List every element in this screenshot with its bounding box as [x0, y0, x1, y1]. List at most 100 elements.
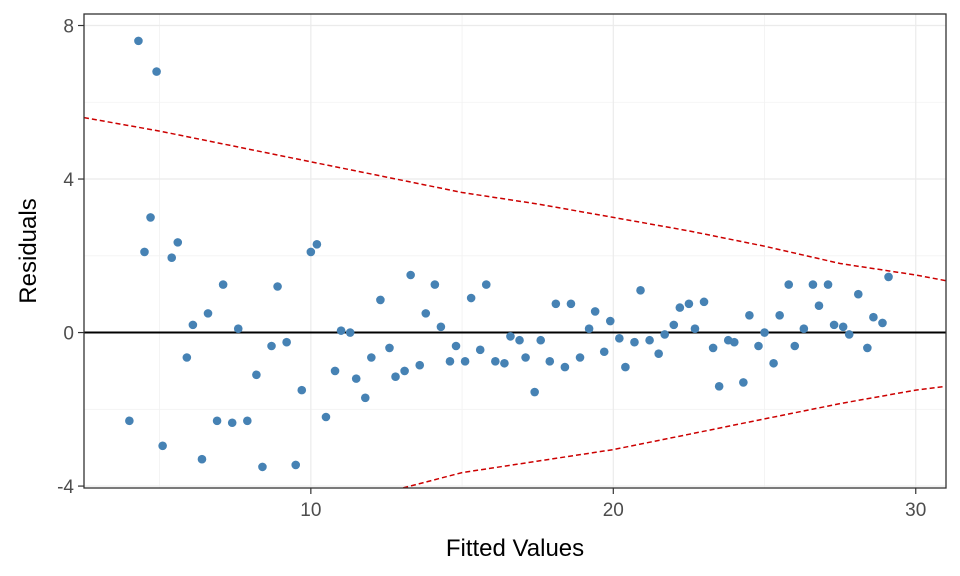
data-point: [654, 349, 663, 358]
lower-band-line: [399, 385, 946, 488]
data-point: [297, 385, 307, 395]
data-point: [814, 301, 824, 310]
data-point: [466, 293, 476, 303]
data-point: [708, 343, 718, 353]
data-point: [167, 253, 177, 263]
y-axis: -4 0 4 8: [57, 17, 84, 498]
data-point: [212, 416, 222, 426]
x-tick-label: 30: [905, 500, 926, 521]
data-point: [690, 324, 700, 334]
data-point: [615, 334, 624, 343]
data-point: [506, 332, 515, 341]
data-point: [838, 322, 848, 332]
data-point: [421, 309, 431, 318]
data-point: [430, 280, 440, 289]
data-point: [140, 247, 149, 257]
data-point: [621, 362, 630, 372]
data-point: [415, 360, 425, 370]
data-point: [645, 335, 654, 345]
data-point: [729, 337, 739, 347]
data-point: [233, 324, 243, 334]
data-point: [575, 353, 585, 362]
plot-border: [83, 13, 947, 489]
data-point: [306, 247, 316, 257]
data-point: [754, 341, 763, 351]
data-point: [273, 282, 282, 291]
data-point: [282, 337, 291, 347]
data-point: [345, 328, 355, 337]
data-point: [808, 280, 818, 289]
x-tick-label: 20: [603, 500, 624, 521]
data-point: [760, 328, 769, 337]
x-tick-label: 10: [300, 500, 321, 521]
data-point: [445, 357, 455, 366]
data-point: [406, 270, 415, 280]
data-point: [400, 366, 409, 376]
data-point: [699, 297, 709, 307]
data-point: [530, 387, 539, 397]
data-point: [675, 303, 685, 312]
data-point: [560, 362, 570, 372]
data-point: [252, 370, 261, 380]
data-point: [521, 353, 530, 362]
data-point: [451, 341, 461, 351]
data-point: [203, 309, 213, 318]
data-point: [790, 341, 800, 351]
data-point: [636, 286, 645, 295]
data-point: [775, 310, 784, 320]
data-point: [878, 318, 887, 328]
data-point: [869, 312, 878, 322]
data-point: [863, 343, 872, 353]
data-point: [360, 393, 370, 403]
x-axis-title: Fitted Values: [446, 535, 584, 562]
data-point: [829, 320, 839, 330]
data-point: [590, 307, 600, 316]
data-point: [188, 320, 198, 330]
data-point: [182, 353, 192, 362]
data-point: [173, 238, 183, 247]
data-point: [884, 272, 893, 282]
data-point: [134, 36, 143, 46]
upper-band-line: [84, 116, 946, 282]
data-point: [267, 341, 276, 351]
data-point: [584, 324, 594, 334]
data-point: [769, 358, 778, 368]
y-tick-label: 0: [63, 324, 74, 345]
data-point: [460, 357, 470, 366]
data-point: [669, 320, 679, 330]
data-point: [853, 289, 863, 299]
data-point: [660, 330, 670, 339]
x-axis: 10 20 30: [300, 488, 926, 521]
data-point: [475, 345, 485, 355]
y-tick-label: 4: [63, 170, 74, 191]
data-point: [536, 335, 546, 345]
data-point: [336, 326, 346, 335]
data-point: [500, 358, 509, 368]
data-point: [551, 299, 561, 309]
data-point: [566, 299, 576, 309]
data-point: [321, 412, 331, 422]
data-point: [330, 366, 340, 376]
data-point: [351, 374, 361, 383]
data-point: [312, 239, 322, 249]
data-point: [799, 324, 809, 334]
data-point: [436, 322, 446, 332]
plot-background: [84, 14, 946, 488]
y-tick-label: 8: [63, 17, 74, 38]
data-point: [391, 372, 400, 381]
data-points: [125, 36, 893, 472]
data-point: [714, 381, 724, 391]
data-point: [367, 353, 376, 362]
data-point: [481, 280, 491, 289]
data-point: [152, 67, 161, 76]
data-point: [844, 330, 854, 339]
data-point: [227, 418, 237, 428]
minor-gridlines: [84, 14, 946, 488]
data-point: [745, 310, 754, 320]
data-point: [515, 335, 524, 345]
data-point: [125, 416, 134, 426]
data-point: [158, 441, 167, 451]
data-point: [739, 378, 748, 387]
y-axis-title: Residuals: [15, 198, 42, 303]
